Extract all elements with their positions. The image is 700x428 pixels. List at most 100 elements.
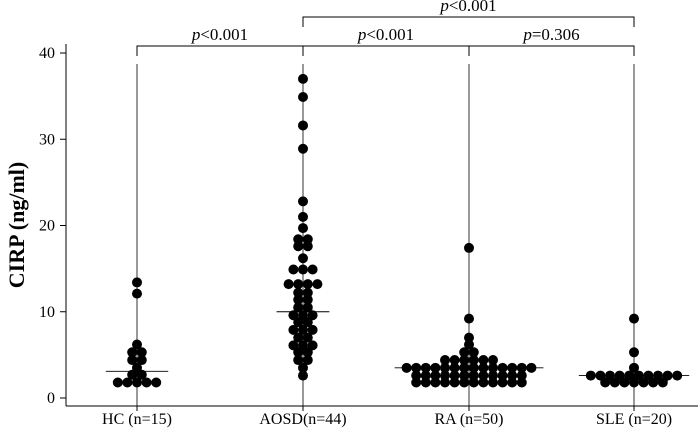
data-point	[307, 324, 318, 335]
data-point	[132, 288, 142, 299]
data-point	[629, 313, 639, 324]
category-label: AOSD(n=44)	[259, 411, 346, 428]
data-point	[449, 377, 460, 388]
y-ticks: 0 10 20 30 40	[39, 45, 66, 407]
data-point	[420, 362, 431, 373]
data-point	[585, 370, 596, 381]
y-tick-label: 40	[39, 45, 55, 62]
data-point	[614, 370, 625, 381]
data-point	[298, 211, 308, 222]
p-value-label: p<0.001	[357, 25, 414, 44]
data-point	[430, 370, 441, 381]
data-point	[288, 264, 299, 275]
data-point	[478, 370, 489, 381]
data-point	[488, 355, 498, 366]
data-point	[298, 340, 308, 351]
data-point	[430, 377, 441, 388]
y-tick-label: 30	[39, 131, 55, 148]
data-point	[478, 377, 489, 388]
data-point	[293, 287, 304, 298]
data-point	[298, 196, 308, 207]
data-point	[132, 377, 142, 388]
data-point	[624, 370, 635, 381]
data-point	[132, 362, 142, 373]
data-point	[507, 362, 518, 373]
data-point	[293, 302, 304, 313]
data-point	[507, 370, 518, 381]
data-point	[298, 91, 308, 102]
data-point	[459, 377, 470, 388]
data-point	[293, 241, 304, 252]
data-point	[298, 370, 308, 381]
y-tick-label: 20	[39, 218, 55, 235]
data-point	[302, 279, 313, 290]
data-point	[411, 377, 422, 388]
p-value-label: p<0.001	[439, 0, 496, 15]
data-point	[293, 355, 304, 366]
data-point	[283, 279, 294, 290]
data-point	[302, 302, 313, 313]
data-point	[440, 370, 450, 381]
data-point	[516, 362, 527, 373]
data-point	[298, 310, 308, 321]
p-value-label: p=0.306	[522, 25, 579, 44]
data-point	[464, 332, 474, 343]
data-point	[653, 370, 663, 381]
data-points	[112, 73, 683, 388]
data-point	[629, 362, 639, 373]
data-point	[464, 242, 474, 253]
data-point	[411, 370, 422, 381]
significance-bracket	[302, 45, 470, 56]
data-point	[595, 370, 606, 381]
data-point	[478, 355, 489, 366]
data-point	[122, 377, 133, 388]
data-point	[127, 347, 138, 358]
data-point	[307, 310, 318, 321]
data-point	[302, 234, 313, 245]
data-point	[298, 73, 308, 84]
data-point	[440, 362, 450, 373]
data-point	[411, 362, 422, 373]
median-lines	[105, 311, 690, 377]
data-point	[136, 347, 147, 358]
data-point	[302, 294, 313, 305]
data-point	[488, 362, 498, 373]
data-point	[468, 355, 479, 366]
data-point	[468, 362, 479, 373]
data-point	[488, 377, 498, 388]
data-point	[298, 223, 308, 234]
data-point	[468, 347, 479, 358]
data-point	[141, 377, 152, 388]
data-point	[288, 324, 299, 335]
data-point	[302, 287, 313, 298]
data-point	[298, 264, 308, 275]
data-point	[302, 241, 313, 252]
data-point	[132, 339, 142, 350]
data-point	[293, 279, 304, 290]
data-point	[307, 264, 318, 275]
data-point	[516, 377, 527, 388]
data-point	[449, 370, 460, 381]
data-point	[312, 279, 323, 290]
data-point	[298, 143, 308, 154]
p-value-label: p<0.001	[191, 25, 248, 44]
data-point	[420, 377, 431, 388]
data-point	[298, 120, 308, 131]
y-tick-label: 0	[47, 390, 55, 407]
data-point	[459, 370, 470, 381]
data-point	[464, 339, 474, 350]
data-point	[629, 347, 639, 358]
data-point	[132, 277, 142, 288]
data-point	[302, 355, 313, 366]
data-point	[307, 340, 318, 351]
data-point	[302, 332, 313, 343]
data-point	[468, 370, 479, 381]
significance-bracket	[302, 16, 635, 27]
data-point	[459, 355, 470, 366]
data-point	[672, 370, 683, 381]
data-point	[633, 370, 644, 381]
data-point	[298, 253, 308, 264]
data-point	[478, 362, 489, 373]
data-point	[127, 355, 138, 366]
